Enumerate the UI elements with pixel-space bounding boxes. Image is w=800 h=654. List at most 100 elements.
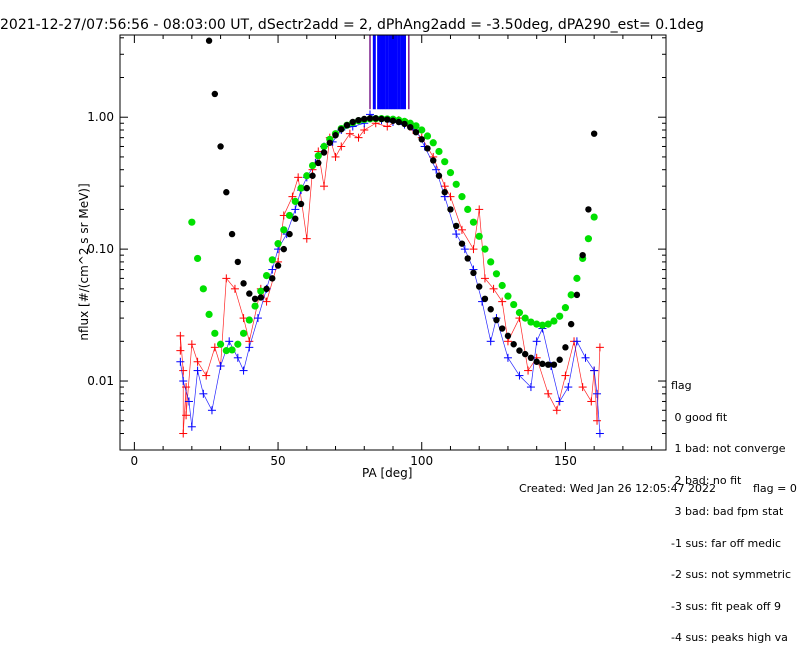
black-fit-point bbox=[441, 189, 448, 196]
black-fit-point bbox=[234, 258, 242, 266]
blue-data-segment bbox=[542, 328, 552, 367]
red-data-marker bbox=[176, 346, 185, 355]
green-fit-point bbox=[550, 317, 558, 325]
green-fit-point bbox=[538, 321, 547, 329]
blue-data-marker bbox=[291, 205, 300, 214]
black-fit-point bbox=[372, 115, 379, 122]
red-data-segment bbox=[493, 288, 503, 302]
red-data-marker bbox=[187, 340, 196, 349]
black-fit-point bbox=[269, 275, 276, 282]
red-data-marker bbox=[593, 416, 602, 425]
legend-item-2: 2 bad: no fit bbox=[671, 473, 742, 487]
blue-data-segment bbox=[559, 386, 569, 402]
black-fit-point bbox=[366, 115, 374, 122]
black-fit-point bbox=[481, 295, 489, 303]
red-data-segment bbox=[226, 278, 236, 290]
green-fit-point bbox=[274, 240, 282, 248]
green-fit-point bbox=[544, 320, 552, 328]
blue-data-segment bbox=[536, 328, 543, 342]
blue-data-segment bbox=[191, 370, 198, 427]
blue-data-marker bbox=[225, 337, 234, 346]
black-fit-point bbox=[361, 115, 368, 123]
legend-item-6: -3 sus: fit peak off 9 bbox=[671, 599, 781, 613]
blue-data-segment bbox=[585, 357, 595, 371]
red-data-marker bbox=[230, 284, 239, 293]
red-data-segment bbox=[292, 177, 299, 197]
green-fit-point bbox=[590, 213, 598, 221]
red-data-marker bbox=[193, 357, 202, 366]
red-data-segment bbox=[283, 196, 293, 216]
red-data-segment bbox=[185, 344, 193, 416]
red-data-segment bbox=[234, 288, 244, 319]
green-fit-point bbox=[429, 139, 437, 147]
blue-data-segment bbox=[248, 317, 259, 348]
red-data-segment bbox=[519, 318, 529, 371]
green-fit-point bbox=[527, 318, 535, 326]
black-fit-point bbox=[292, 215, 299, 222]
nflux-pitch-angle-chart: 0 50 100 150 0.01 0.10 1.00 bbox=[87, 34, 667, 468]
red-data-segment bbox=[375, 122, 388, 127]
green-fit-point bbox=[561, 304, 570, 312]
blue-data-segment bbox=[596, 393, 601, 434]
blue-data-segment bbox=[576, 341, 586, 358]
green-fit-point bbox=[303, 172, 311, 180]
green-fit-point bbox=[291, 197, 299, 206]
green-fit-point bbox=[464, 205, 472, 214]
red-data-marker bbox=[498, 297, 507, 306]
green-fit-point bbox=[435, 147, 443, 156]
black-fit-point bbox=[395, 118, 402, 126]
red-data-marker bbox=[524, 366, 533, 375]
black-fit-point bbox=[355, 116, 362, 124]
red-data-segment bbox=[349, 133, 359, 138]
blue-data-marker bbox=[452, 230, 461, 239]
legend-item-0: 0 good fit bbox=[671, 410, 728, 424]
blue-data-segment bbox=[243, 347, 250, 371]
legend-title: flag bbox=[671, 379, 692, 392]
red-data-segment bbox=[450, 196, 463, 230]
blue-data-marker bbox=[532, 337, 541, 346]
red-data-segment bbox=[556, 375, 566, 411]
red-data-marker bbox=[578, 383, 587, 392]
black-fit-point bbox=[389, 117, 397, 124]
red-data-marker bbox=[222, 274, 231, 283]
blue-data-segment bbox=[519, 375, 532, 388]
green-fit-point bbox=[280, 226, 288, 234]
black-fit-point bbox=[521, 350, 529, 358]
red-data-marker bbox=[475, 205, 484, 214]
green-fit-point bbox=[211, 329, 219, 337]
blue-data-marker bbox=[207, 406, 216, 415]
black-fit-point bbox=[533, 358, 540, 365]
green-fit-point bbox=[234, 340, 242, 348]
green-fit-point bbox=[487, 258, 495, 266]
black-fit-point bbox=[447, 206, 454, 213]
red-data-marker bbox=[302, 234, 311, 243]
black-fit-point bbox=[263, 285, 270, 293]
red-data-marker bbox=[354, 133, 363, 142]
green-fit-point bbox=[228, 346, 236, 354]
green-fit-point bbox=[475, 232, 483, 240]
black-fit-point bbox=[332, 132, 339, 139]
black-fit-point bbox=[556, 356, 563, 363]
black-fit-point bbox=[435, 172, 443, 179]
y-tick-label: 0.10 bbox=[87, 242, 114, 256]
green-fit-point bbox=[452, 180, 460, 188]
green-fit-point bbox=[205, 310, 213, 318]
green-fit-point bbox=[469, 218, 478, 226]
blue-data-marker bbox=[268, 265, 277, 274]
black-fit-point bbox=[257, 294, 265, 301]
legend-item-7: -4 sus: peaks high va bbox=[671, 631, 788, 644]
blue-data-marker bbox=[503, 353, 512, 362]
red-data-segment bbox=[565, 341, 575, 376]
black-fit-point bbox=[251, 295, 259, 303]
black-fit-point bbox=[585, 206, 592, 213]
blue-data-segment bbox=[507, 357, 520, 376]
red-data-marker bbox=[179, 366, 188, 375]
green-fit-point bbox=[446, 169, 455, 177]
black-fit-point bbox=[384, 116, 391, 123]
black-fit-point bbox=[470, 269, 477, 277]
green-fit-point bbox=[567, 291, 575, 299]
green-fit-point bbox=[308, 161, 317, 170]
red-data-marker bbox=[544, 389, 553, 398]
red-data-marker bbox=[210, 343, 219, 352]
red-data-segment bbox=[182, 387, 187, 434]
